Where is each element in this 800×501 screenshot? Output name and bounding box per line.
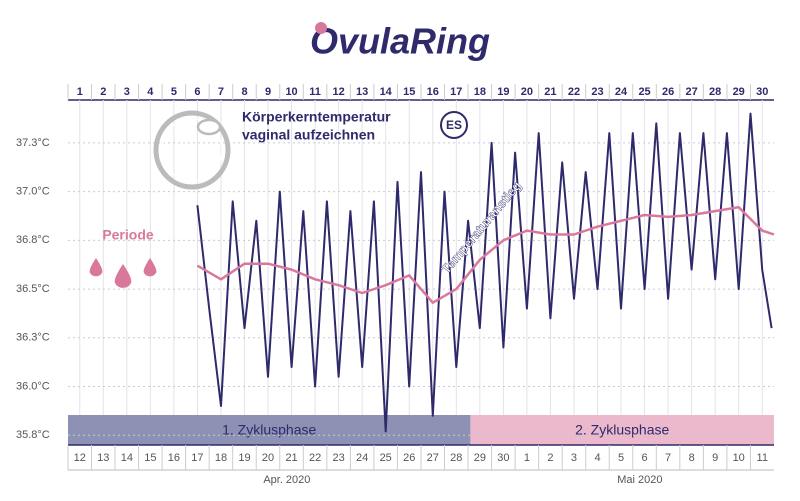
y-tick-label: 35.8°C: [16, 429, 50, 441]
phase-label: 2. Zyklusphase: [575, 422, 669, 438]
cycle-day-label: 6: [194, 86, 200, 98]
date-label: 7: [665, 452, 671, 464]
cycle-day-label: 19: [497, 86, 509, 98]
cycle-day-label: 21: [544, 86, 556, 98]
period-label: Periode: [102, 227, 154, 243]
plot: [196, 112, 775, 433]
phase-label: 1. Zyklusphase: [222, 422, 316, 438]
cycle-day-label: 30: [756, 86, 768, 98]
date-label: 25: [380, 452, 392, 464]
date-label: 29: [474, 452, 486, 464]
date-label: 23: [333, 452, 345, 464]
date-label: 9: [712, 452, 718, 464]
date-label: 13: [97, 452, 109, 464]
cycle-day-label: 20: [521, 86, 533, 98]
date-label: 20: [262, 452, 274, 464]
temperature-line: [196, 205, 775, 304]
y-tick-label: 36.8°C: [16, 234, 50, 246]
cycle-day-label: 3: [124, 86, 130, 98]
cycle-day-label: 13: [356, 86, 368, 98]
date-label: 12: [74, 452, 86, 464]
badge-circle: [440, 111, 468, 139]
annotation: Körperkerntemperatur: [242, 109, 391, 125]
y-tick-label: 37.3°C: [16, 137, 50, 149]
y-tick-label: 36.0°C: [16, 380, 50, 392]
date-label: 24: [356, 452, 368, 464]
date-label: 8: [689, 452, 695, 464]
date-label: 16: [168, 452, 180, 464]
cycle-day-label: 4: [147, 86, 154, 98]
cycle-day-label: 27: [686, 86, 698, 98]
grid: 1. Zyklusphase 2. Zyklusphase112213314415…: [16, 84, 774, 486]
date-label: 18: [215, 452, 227, 464]
date-label: 27: [427, 452, 439, 464]
temperature-line: [196, 112, 773, 433]
phase-band: [68, 415, 471, 445]
date-label: 5: [618, 452, 624, 464]
cycle-day-label: 16: [427, 86, 439, 98]
ring-icon-inner: [161, 118, 223, 182]
drop: [143, 258, 157, 277]
cycle-day-label: 9: [265, 86, 271, 98]
y-tick-label: 37.0°C: [16, 186, 50, 198]
cycle-day-label: 29: [733, 86, 745, 98]
y-tick-label: 36.5°C: [16, 283, 50, 295]
y-tick-label: 36.3°C: [16, 332, 50, 344]
cycle-day-label: 10: [285, 86, 297, 98]
drop: [114, 264, 132, 288]
ring-icon: [153, 110, 231, 190]
cycle-day-label: 22: [568, 86, 580, 98]
phase-band: [470, 415, 774, 445]
cycle-day-label: 28: [709, 86, 721, 98]
cycle-day-label: 18: [474, 86, 486, 98]
date-label: 21: [285, 452, 297, 464]
cycle-day-label: 14: [380, 86, 393, 98]
date-label: 1: [524, 452, 530, 464]
date-label: 10: [733, 452, 745, 464]
cycle-day-label: 2: [100, 86, 106, 98]
cycle-day-label: 15: [403, 86, 415, 98]
cycle-day-label: 17: [450, 86, 462, 98]
cycle-day-label: 12: [333, 86, 345, 98]
drop: [89, 258, 103, 277]
cycle-day-label: 24: [615, 86, 628, 98]
cycle-day-label: 25: [638, 86, 650, 98]
cycle-day-label: 7: [218, 86, 224, 98]
month-label: Mai 2020: [617, 474, 662, 486]
date-label: 2: [547, 452, 553, 464]
date-label: 17: [191, 452, 203, 464]
cycle-day-label: 8: [241, 86, 247, 98]
logo-dot: [315, 22, 327, 34]
month-label: Apr. 2020: [263, 474, 310, 486]
badge: ES: [446, 118, 462, 132]
annotation: vaginal aufzeichnen: [242, 127, 375, 143]
date-label: 3: [571, 452, 577, 464]
cycle-day-label: 11: [309, 86, 321, 98]
date-label: 14: [121, 452, 133, 464]
date-label: 19: [238, 452, 250, 464]
date-label: 11: [757, 452, 768, 464]
date-label: 6: [642, 452, 648, 464]
logo: OvulaRing: [310, 21, 490, 62]
date-label: 26: [403, 452, 415, 464]
date-label: 22: [309, 452, 321, 464]
date-label: 30: [497, 452, 509, 464]
cycle-day-label: 23: [591, 86, 603, 98]
date-label: 15: [144, 452, 156, 464]
cycle-day-label: 5: [171, 86, 177, 98]
date-label: 4: [594, 452, 600, 464]
cycle-day-label: 1: [77, 86, 83, 98]
date-label: 28: [450, 452, 462, 464]
cycle-day-label: 26: [662, 86, 674, 98]
ring-sensor: [196, 118, 222, 136]
